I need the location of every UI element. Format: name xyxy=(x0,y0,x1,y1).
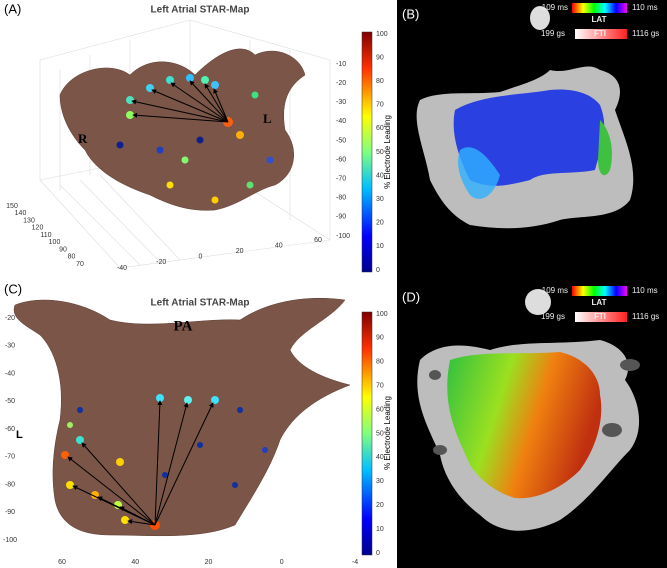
axis-tick-label: -90 xyxy=(336,214,346,221)
axis-tick-label: 80 xyxy=(68,254,76,261)
colorbar-tick-label: 0 xyxy=(376,267,380,274)
colorbar xyxy=(361,31,373,273)
lat-label: LAT xyxy=(592,298,607,307)
axis-tick-label: 60 xyxy=(58,559,66,566)
axis-tick-label: 130 xyxy=(23,217,35,224)
axis-tick-label: 100 xyxy=(49,239,61,246)
axis-tick-label: -50 xyxy=(336,137,346,144)
atrium-model xyxy=(13,297,351,537)
axis-tick-label: -20 xyxy=(5,315,15,322)
colorbar-tick-label: 100 xyxy=(376,31,388,38)
fti-min: 199 gs xyxy=(541,29,565,38)
axis-tick-label: -20 xyxy=(336,80,346,87)
axis-tick-label: -40 xyxy=(5,370,15,377)
colorbar-label: % Electrode Leading xyxy=(383,115,392,189)
lat-label: LAT xyxy=(592,15,607,24)
panel-label: (B) xyxy=(402,6,419,21)
fti-label: FTI xyxy=(594,312,606,321)
arrows xyxy=(131,80,229,123)
colorbar-tick-label: 70 xyxy=(376,102,384,109)
axis-tick-label: -60 xyxy=(336,156,346,163)
colorbar-tick-label: 30 xyxy=(376,478,384,485)
axis-tick-label: -60 xyxy=(5,426,15,433)
axis-tick-label: 60 xyxy=(314,237,322,244)
colorbar-tick-label: 60 xyxy=(376,406,384,413)
colorbar-tick-label: 70 xyxy=(376,383,384,390)
axis-tick-label: 150 xyxy=(6,203,18,210)
colorbar-tick-label: 40 xyxy=(376,172,384,179)
colorbar-tick-label: 80 xyxy=(376,359,384,366)
fti-label: FTI xyxy=(594,29,606,38)
axis-tick-label: 90 xyxy=(59,246,67,253)
fti-max: 1116 gs xyxy=(632,29,659,38)
axis-tick-label: 40 xyxy=(131,559,139,566)
lat-max: 110 ms xyxy=(632,3,658,12)
panel-d: (D) -109 ms LAT 110 ms 199 gs FTI 1116 g… xyxy=(397,283,667,568)
axis-tick-label: -100 xyxy=(336,233,350,240)
colorbar-tick-label: 80 xyxy=(376,78,384,85)
axis-tick-label: -80 xyxy=(5,481,15,488)
panel-label: (A) xyxy=(4,1,21,16)
panel-label: (C) xyxy=(4,281,22,296)
axis-tick-label: 40 xyxy=(275,242,283,249)
colorbar-tick-label: 90 xyxy=(376,54,384,61)
fti-max: 1116 gs xyxy=(632,312,659,321)
orientation-label: R xyxy=(78,131,88,146)
panel-c: (C) Left Atrial STAR-Map PA L % Electrod… xyxy=(4,281,392,556)
lat-min: -109 ms xyxy=(539,3,568,12)
colorbar-tick-label: 50 xyxy=(376,149,384,156)
colorbar-tick-label: 20 xyxy=(376,220,384,227)
orientation-label: PA xyxy=(174,318,193,334)
colorbar-label: % Electrode Leading xyxy=(383,396,392,470)
axis-tick-label: -90 xyxy=(5,509,15,516)
panel-a: (A) Left Atrial STAR-Map R L % Electrode… xyxy=(4,1,392,273)
electrodes xyxy=(116,74,274,204)
title: Left Atrial STAR-Map xyxy=(151,298,250,309)
colorbar-tick-label: 10 xyxy=(376,526,384,533)
axis-tick-label: -70 xyxy=(5,454,15,461)
colorbar-tick-label: 40 xyxy=(376,454,384,461)
lat-min: -109 ms xyxy=(539,286,568,295)
axis-tick-label: 20 xyxy=(236,248,244,255)
lat-max: 110 ms xyxy=(632,286,658,295)
colorbar xyxy=(361,311,373,556)
axis-tick-label: 0 xyxy=(198,254,202,261)
axis-tick-label: -10 xyxy=(336,61,346,68)
colorbar-tick-label: 50 xyxy=(376,430,384,437)
axis-tick-label: -30 xyxy=(336,99,346,106)
axis-tick-label: -70 xyxy=(336,176,346,183)
panel-b: (B) -109 ms LAT 110 ms 199 gs FTI 1116 g… xyxy=(397,0,667,283)
title: Left Atrial STAR-Map xyxy=(151,5,250,16)
axis-tick-label: -40 xyxy=(336,118,346,125)
colorbar-tick-label: 90 xyxy=(376,335,384,342)
colorbar-tick-label: 60 xyxy=(376,125,384,132)
colorbar-tick-label: 100 xyxy=(376,311,388,318)
axis-tick-label: 140 xyxy=(15,210,27,217)
orientation-label: L xyxy=(16,429,23,441)
colorbar-tick-label: 10 xyxy=(376,243,384,250)
atrium-model xyxy=(59,48,306,211)
axis-tick-label: -80 xyxy=(336,195,346,202)
axis-tick-label: -100 xyxy=(3,537,17,544)
colorbar-tick-label: 0 xyxy=(376,550,380,557)
axis-tick-label: 20 xyxy=(205,559,213,566)
axis-tick-label: -30 xyxy=(5,343,15,350)
axis-tick-label: 120 xyxy=(32,225,44,232)
axis-tick-label: -40 xyxy=(117,265,127,272)
colorbar-tick-label: 20 xyxy=(376,502,384,509)
axis-tick-label: -4 xyxy=(352,559,358,566)
panel-label: (D) xyxy=(402,289,420,304)
orientation-label: L xyxy=(263,111,272,126)
axis-tick-label: -20 xyxy=(156,259,166,266)
axis-tick-label: 0 xyxy=(280,559,284,566)
colorbar-tick-label: 30 xyxy=(376,196,384,203)
axis-tick-label: -50 xyxy=(5,398,15,405)
axis-tick-label: 110 xyxy=(40,232,51,239)
fti-min: 199 gs xyxy=(541,312,565,321)
arrows xyxy=(67,400,214,526)
axis-tick-label: 70 xyxy=(76,261,84,268)
